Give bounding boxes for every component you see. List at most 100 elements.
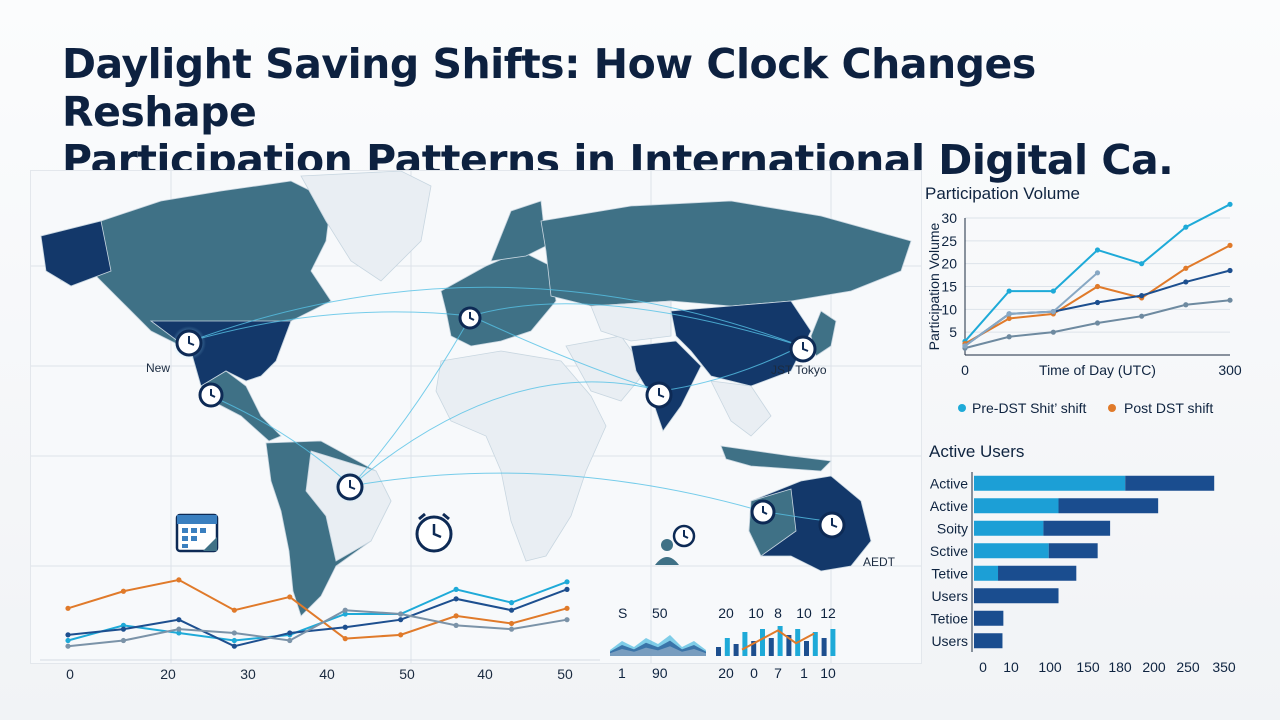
data-point	[1227, 242, 1233, 248]
middle-east	[565, 335, 647, 402]
legend-label-post: Post DST shift	[1124, 400, 1213, 416]
data-point	[1006, 288, 1012, 294]
data-point	[120, 622, 127, 628]
category-label: Users	[931, 588, 968, 604]
clock-icon-mexico	[198, 382, 224, 408]
data-point	[564, 579, 570, 585]
x-tick-label: 40	[319, 666, 335, 682]
x-tick-label: 0	[66, 666, 74, 682]
data-point	[176, 630, 182, 636]
series-line	[964, 269, 1231, 347]
clock-icon-london	[458, 306, 482, 330]
data-point	[453, 596, 459, 602]
y-tick-label: 20	[941, 256, 957, 272]
bar	[768, 638, 774, 656]
bar	[760, 629, 765, 656]
legend-label-pre: Pre-DST Shit’ shift	[972, 400, 1086, 416]
x-tick-label: 40	[477, 666, 493, 682]
indonesia	[720, 445, 832, 472]
data-point	[1050, 309, 1056, 315]
y-tick-label: 30	[941, 210, 957, 226]
bar	[733, 644, 739, 656]
top-label: 20	[718, 605, 734, 621]
scandinavia	[490, 200, 547, 262]
data-point	[1094, 283, 1101, 290]
bar	[804, 641, 809, 656]
top-label: S	[618, 605, 627, 621]
user-clock-icon	[655, 524, 696, 565]
bar	[812, 632, 818, 656]
greenland	[300, 170, 432, 282]
bar	[786, 635, 792, 656]
data-point	[65, 643, 71, 649]
title-line-1: Daylight Saving Shifts: How Clock Change…	[62, 40, 1036, 136]
data-point	[508, 620, 515, 627]
data-point	[1094, 299, 1101, 306]
bottom-label: 20	[718, 665, 734, 681]
y-axis-label: Participation Volume	[926, 222, 942, 350]
legend-marker-pre	[958, 404, 966, 412]
world-map	[31, 170, 921, 663]
data-point	[1183, 224, 1189, 230]
data-point	[231, 637, 237, 644]
x-tick-label: 0	[961, 362, 969, 378]
data-point	[1227, 267, 1233, 274]
clock-icon-new-york	[172, 326, 206, 360]
data-point	[342, 611, 348, 617]
data-point	[1050, 329, 1056, 335]
russia	[540, 200, 912, 307]
data-point	[287, 637, 293, 644]
bar	[974, 565, 999, 581]
x-tick-label: 250	[1176, 659, 1200, 675]
top-label: 12	[820, 605, 836, 621]
southeast-asia	[710, 380, 772, 437]
x-tick-label: 180	[1108, 659, 1132, 675]
data-point	[1139, 313, 1145, 319]
clock-icon-tokyo	[789, 335, 817, 363]
x-tick-label: 100	[1038, 659, 1062, 675]
bar	[777, 626, 783, 656]
x-tick-label: 20	[160, 666, 176, 682]
bar	[974, 520, 1044, 536]
alarm-clock-icon	[415, 512, 453, 553]
calendar-icon	[175, 513, 219, 553]
data-point	[1006, 334, 1012, 340]
data-point	[1183, 265, 1189, 271]
clock-icon-sao-paulo	[334, 471, 366, 503]
x-tick-label: 0	[979, 659, 987, 675]
data-point	[1006, 315, 1012, 322]
china	[670, 300, 812, 387]
bar	[724, 638, 730, 656]
y-tick-label: 5	[949, 324, 957, 340]
bar	[1043, 520, 1111, 536]
data-point	[1006, 311, 1012, 317]
top-label: 10	[796, 605, 812, 621]
participation-volume-chart: Participation Volume51015202530Participa…	[925, 184, 1242, 416]
connection-lines	[190, 286, 832, 522]
x-tick-label: 10	[1003, 659, 1019, 675]
overlay-line	[741, 629, 815, 651]
data-point	[120, 637, 127, 644]
x-axis-label: Time of Day (UTC)	[1039, 362, 1156, 378]
data-point	[453, 622, 459, 628]
data-point	[287, 594, 293, 600]
mini-bar-chart: 20 10 8 10 12 20 0 7 1 10	[716, 605, 836, 681]
map-label-tokyo: JST Tokyo	[771, 363, 827, 377]
data-point	[508, 600, 515, 606]
data-point	[65, 637, 71, 644]
japan	[810, 310, 837, 357]
map-label-new: New	[146, 361, 171, 375]
data-point	[1227, 297, 1233, 303]
category-label: Tetive	[931, 565, 968, 581]
data-point	[1183, 302, 1189, 308]
series-line	[67, 588, 568, 648]
data-point	[1183, 279, 1189, 285]
bar	[998, 565, 1077, 581]
data-point	[65, 632, 71, 638]
data-point	[1139, 293, 1145, 299]
y-tick-label: 15	[941, 279, 957, 295]
bottom-label: 90	[652, 665, 668, 681]
y-tick-label: 25	[941, 233, 957, 249]
bar	[1058, 498, 1159, 514]
data-point	[1094, 247, 1101, 253]
